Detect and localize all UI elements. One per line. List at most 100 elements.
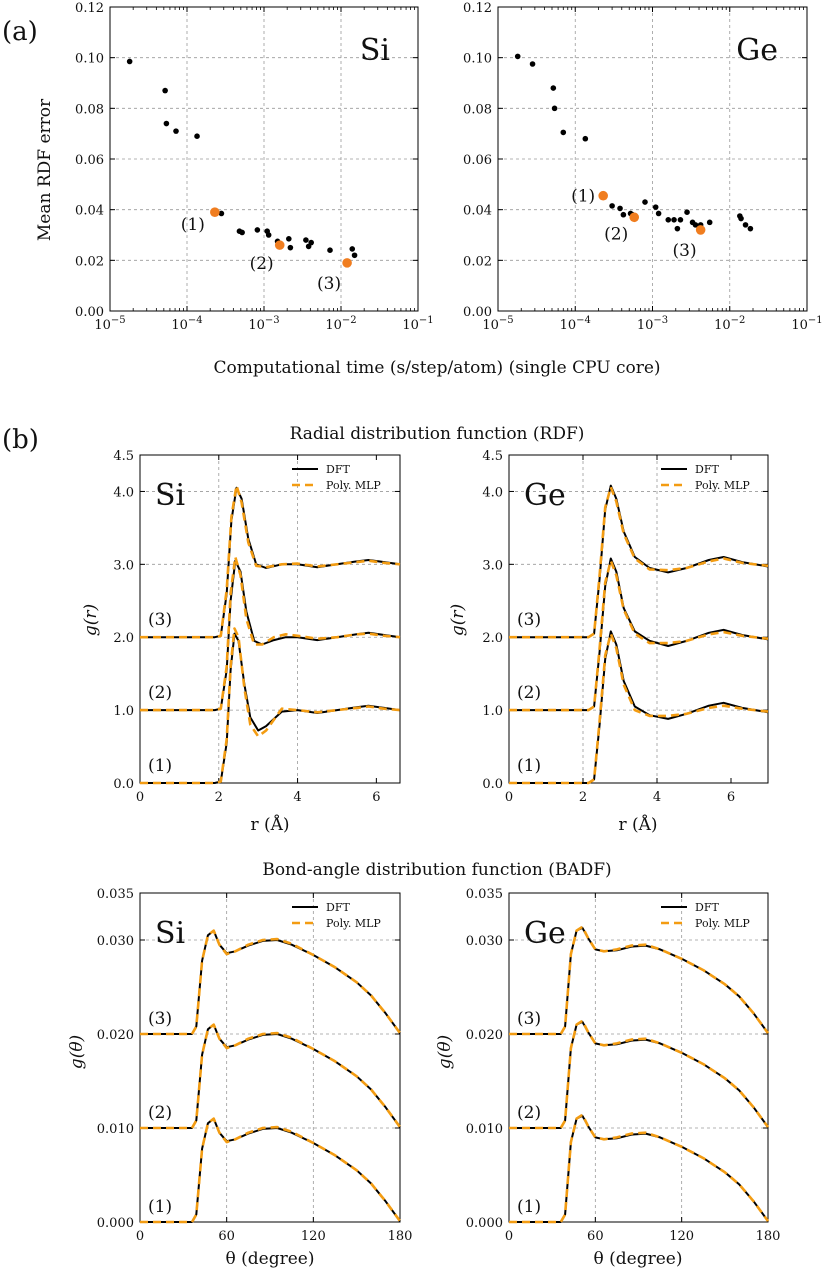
scatter-si-xtick-label: 10−5 — [94, 315, 125, 333]
scatter-ge-title: Ge — [736, 33, 778, 68]
scatter-si-point — [351, 252, 358, 259]
rdf-ge-legend-dft-label: DFT — [695, 463, 719, 476]
scatter-ge-ytick-label: 0.02 — [463, 254, 492, 269]
scatter-si-point — [349, 246, 356, 252]
scatter-ge-point — [671, 217, 677, 223]
badf-si-mlp-curve — [140, 1117, 402, 1224]
badf-ge-legend-dft-label: DFT — [695, 901, 719, 914]
rdf-si-ytick-label: 2.0 — [113, 631, 134, 646]
badf-ge-ylabel: g(θ) — [435, 1035, 455, 1069]
rdf-si-title: Si — [155, 478, 185, 513]
badf-ge-curve-label: (1) — [517, 1197, 541, 1217]
scatter-si-point — [194, 133, 200, 139]
scatter-si-highlight-label: (1) — [181, 215, 205, 235]
rdf-si-xlabel: r (Å) — [250, 814, 289, 835]
badf-ge-mlp-curve — [509, 925, 770, 1036]
rdf-si-mlp-curve — [140, 627, 401, 785]
rdf-ge-xtick-label: 2 — [579, 790, 587, 805]
panel-a-label: (a) — [2, 17, 38, 47]
rdf-si-curve-label: (1) — [148, 756, 172, 776]
badf-ge-xtick-label: 180 — [756, 1229, 781, 1244]
rdf-ge-ytick-label: 4.5 — [482, 449, 503, 464]
scatter-si-ytick-label: 0.02 — [75, 254, 104, 269]
scatter-ge-point — [550, 85, 557, 91]
scatter-ge-point — [747, 225, 754, 232]
scatter-si-point — [126, 58, 133, 65]
badf-ge-xtick-label: 120 — [669, 1229, 694, 1244]
badf-ge-mlp-curve — [509, 1113, 770, 1224]
scatter-ge-point — [674, 225, 681, 232]
rdf-ge-curve-label: (2) — [517, 683, 541, 703]
scatter-ge-point — [620, 211, 627, 218]
rdf-ge-mlp-curve — [509, 632, 769, 785]
scatter-si-highlight-point — [210, 207, 220, 217]
scatter-ge-xtick-label: 10−3 — [637, 315, 668, 333]
scatter-ge-ytick-label: 0.10 — [463, 52, 492, 67]
rdf-si-mlp-curve — [140, 555, 401, 712]
scatter-ge-highlight-point — [695, 225, 706, 235]
rdf-ge-chart: 0 2 4 6 0.0 1.0 2.0 3.0 4.0 4.5 Ge (1) (2) (3) DFT Poly… — [482, 449, 769, 805]
scatter-ge-ytick-label: 0.00 — [463, 305, 492, 320]
scatter-si-point — [327, 247, 333, 253]
scatter-ge-highlight-point — [598, 190, 608, 201]
badf-si-ytick-label: 0.010 — [97, 1122, 134, 1137]
badf-ge-ytick-label: 0.010 — [466, 1122, 503, 1137]
rdf-ge-curve-label: (3) — [517, 610, 541, 630]
rdf-si-ytick-label: 4.0 — [113, 485, 134, 500]
scatter-ge-point — [738, 215, 744, 222]
rdf-si-xtick-label: 4 — [293, 790, 301, 805]
badf-si-ytick-label: 0.035 — [97, 887, 134, 902]
scatter-ge-point — [529, 61, 536, 67]
rdf-ge-frame — [508, 454, 769, 784]
rdf-si-frame — [139, 454, 401, 784]
scatter-ge-xtick-label: 10−1 — [791, 315, 822, 333]
rdf-ge-xtick-label: 6 — [727, 790, 735, 805]
scatter-si-point — [163, 120, 170, 127]
scatter-ge-point — [677, 217, 684, 223]
scatter-ge-xtick-label: 10−4 — [560, 315, 591, 333]
scatter-si-chart: 10−5 10−4 10−3 10−2 10−1 0.00 0.02 0.04 0.06 0.08… — [75, 1, 434, 333]
scatter-ge-point — [706, 219, 713, 226]
rdf-ge-dft-curve — [509, 484, 769, 639]
badf-si-chart: 0 60 120 180 0.000 0.010 0.020 0.030 0.035 Si (1) (… — [97, 887, 413, 1244]
badf-si-ytick-label: 0.020 — [97, 1028, 134, 1043]
rdf-si-legend-dft-label: DFT — [326, 463, 350, 476]
badf-ge-curve-label: (3) — [517, 1009, 541, 1029]
scatter-ge-highlight-point — [629, 212, 640, 223]
scatter-si-point — [305, 243, 312, 250]
badf-si-ytick-label: 0.030 — [97, 934, 134, 949]
scatter-ge-point — [684, 209, 690, 215]
rdf-si-ytick-label: 4.5 — [113, 449, 134, 464]
rdf-ge-ytick-label: 1.0 — [482, 704, 503, 719]
rdf-ge-mlp-curve — [509, 485, 769, 639]
rdf-ge-legend-mlp-label: Poly. MLP — [695, 479, 750, 492]
badf-si-mlp-curve — [140, 929, 402, 1036]
badf-ge-legend-mlp-label: Poly. MLP — [695, 917, 750, 930]
scatter-ge-frame — [497, 6, 808, 312]
badf-si-xtick-label: 60 — [218, 1229, 235, 1244]
scatter-si-xtick-label: 10−3 — [248, 315, 279, 333]
scatter-ge-highlight-label: (1) — [571, 187, 595, 207]
badf-ge-mlp-curve — [509, 1019, 770, 1130]
scatter-si-highlight-label: (3) — [317, 274, 341, 294]
scatter-si-title: Si — [360, 33, 390, 68]
scatter-si-highlight-label: (2) — [250, 254, 274, 274]
scatter-ge-point — [692, 222, 699, 228]
scatter-ge-highlight-label: (3) — [673, 241, 697, 261]
badf-ge-title: Ge — [524, 916, 566, 951]
scatter-ge-point — [742, 222, 749, 228]
rdf-si-xtick-label: 6 — [372, 790, 380, 805]
badf-si-frame — [139, 892, 401, 1223]
rdf-ge-ytick-label: 4.0 — [482, 485, 503, 500]
scatter-si-point — [286, 236, 292, 242]
scatter-si-xtick-label: 10−4 — [171, 315, 202, 333]
scatter-ge-ytick-label: 0.12 — [463, 1, 492, 16]
scatter-si-ytick-label: 0.10 — [75, 52, 104, 67]
badf-ge-ytick-label: 0.020 — [466, 1028, 503, 1043]
scatter-ge-point — [665, 217, 672, 223]
scatter-ge-point — [617, 205, 623, 212]
rdf-si-ytick-label: 3.0 — [113, 558, 134, 573]
rdf-ge-curve-label: (1) — [517, 756, 541, 776]
scatter-si-ytick-label: 0.12 — [75, 1, 104, 16]
badf-title: Bond-angle distribution function (BADF) — [262, 860, 611, 880]
